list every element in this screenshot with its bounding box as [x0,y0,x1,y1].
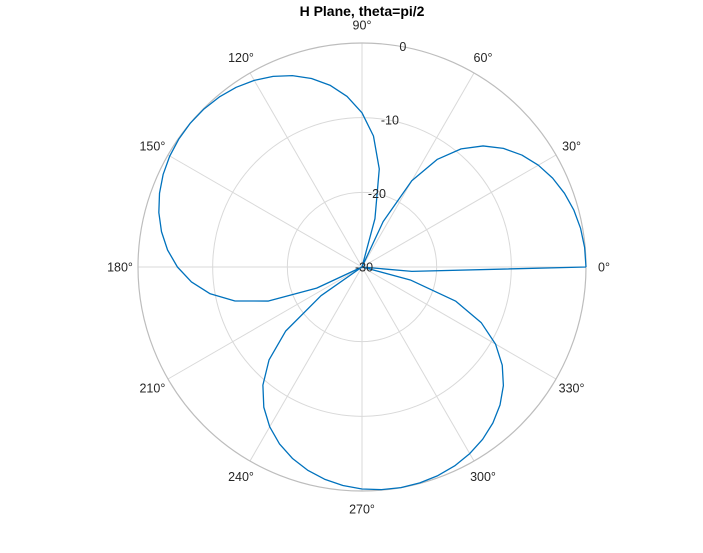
r-tick-label: -30 [355,261,373,275]
theta-grid-line [361,72,475,268]
theta-tick-label: 120° [228,51,254,65]
theta-tick-label: 300° [470,470,496,484]
r-tick-label: -10 [381,113,399,127]
r-grid-ring [212,117,512,417]
series-layer [158,75,587,491]
theta-grid-line [361,266,557,380]
r-tick-label: -20 [368,187,386,201]
theta-tick-label: 90° [353,19,372,33]
theta-tick-label: 150° [139,140,165,154]
theta-tick-label: 180° [107,261,133,275]
theta-grid-line [167,266,363,380]
theta-tick-label: 330° [559,382,585,396]
r-tick-label: 0 [399,40,406,54]
theta-tick-label: 240° [228,470,254,484]
polar-grid [137,42,587,492]
series-line [158,75,587,491]
theta-tick-label: 270° [349,503,375,517]
theta-grid-line [361,266,475,462]
theta-grid-line [249,266,363,462]
r-grid-ring [286,191,438,343]
chart-title: H Plane, theta=pi/2 [300,3,425,19]
axis-labels: 0° 30° 60° 90° 120° 150° 180° 210° 240° 270° 300° 3… [107,19,610,517]
theta-tick-label: 60° [474,51,493,65]
theta-tick-label: 30° [562,140,581,154]
theta-grid-line [167,154,363,268]
theta-tick-label: 0° [598,261,610,275]
theta-grid-line [361,154,557,268]
theta-grid-line [249,72,363,268]
theta-tick-label: 210° [139,382,165,396]
